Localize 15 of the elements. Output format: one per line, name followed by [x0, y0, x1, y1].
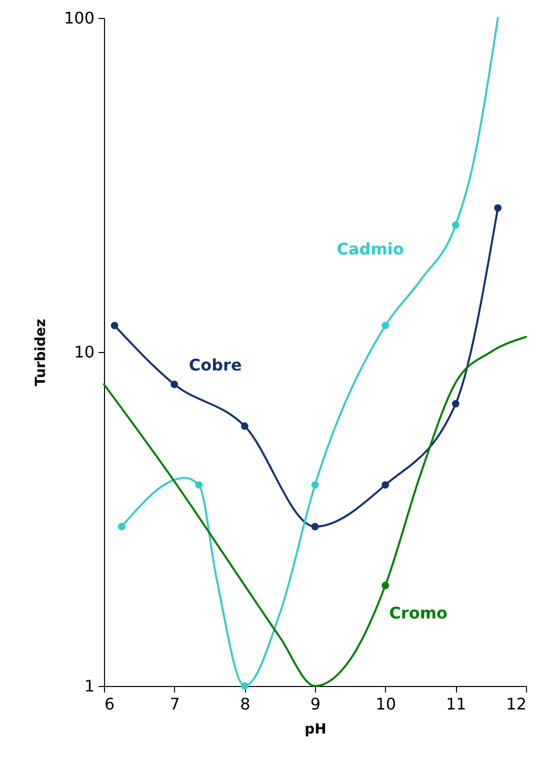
- x-tick-label: 12: [506, 694, 526, 714]
- x-tick-label: 8: [240, 694, 250, 714]
- y-axis-title: Turbidez: [32, 318, 49, 386]
- x-tick-label: 6: [104, 694, 115, 714]
- y-tick-label: 10: [74, 342, 94, 362]
- x-tick-label: 7: [170, 694, 180, 714]
- x-tick-label: 11: [446, 694, 466, 714]
- series-label: Cadmio: [336, 240, 404, 259]
- y-tick-label: 100: [64, 8, 94, 28]
- y-tick-label: 1: [84, 676, 94, 696]
- x-tick-label: 9: [310, 694, 321, 714]
- series-label: Cobre: [188, 355, 242, 374]
- series-label: Cromo: [389, 603, 448, 622]
- x-tick-label: 10: [376, 694, 396, 714]
- x-axis-title: pH: [304, 722, 326, 738]
